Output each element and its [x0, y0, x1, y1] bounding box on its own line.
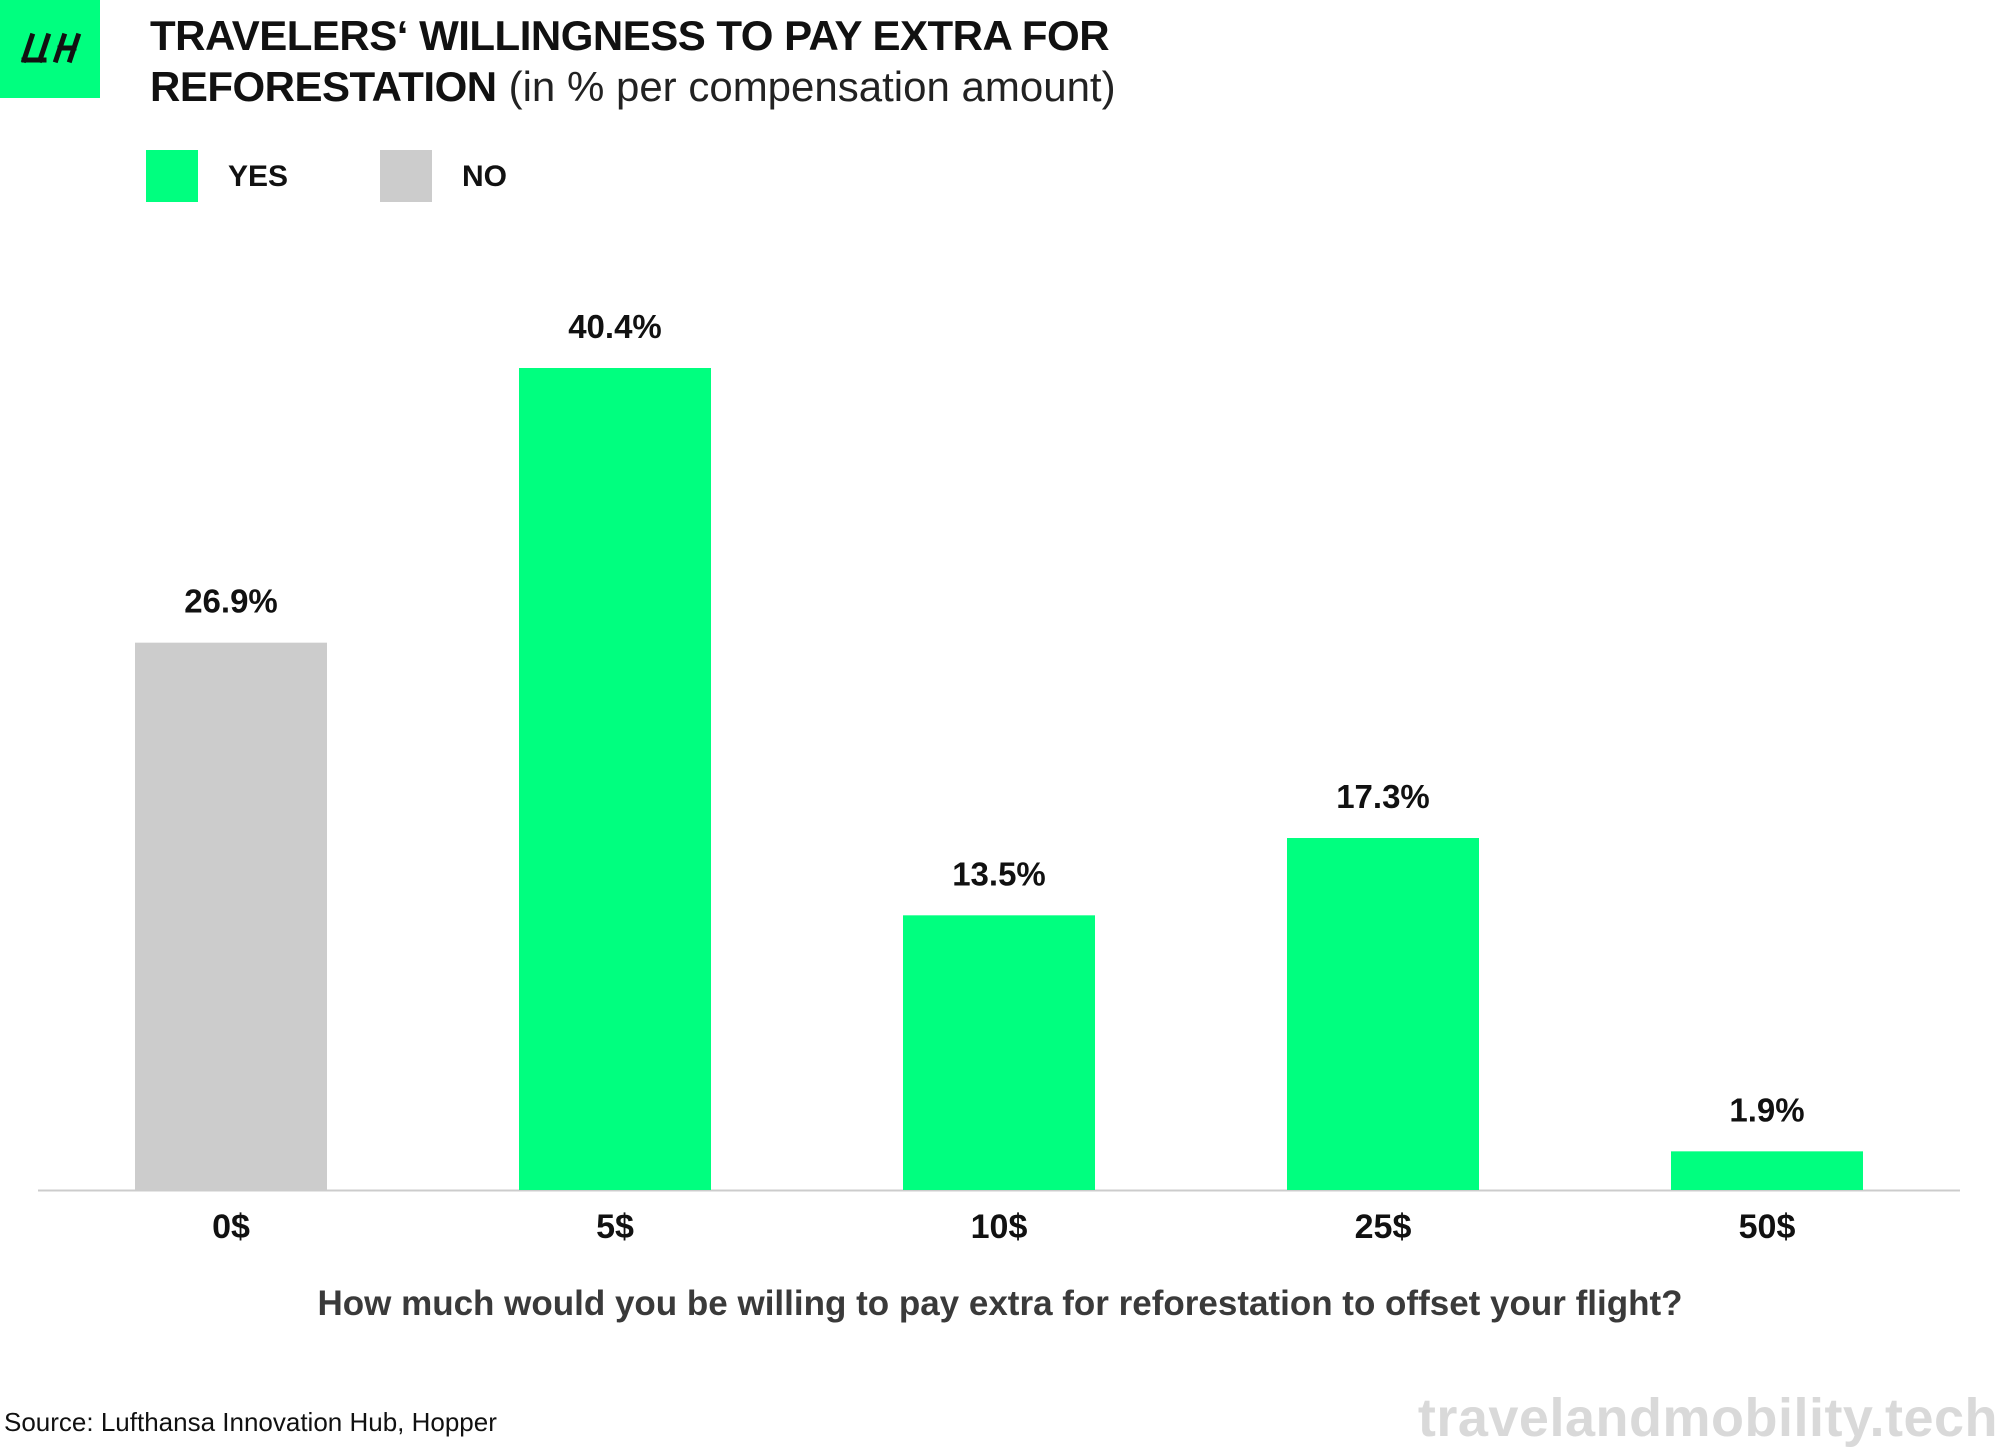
lh-logo-icon: [20, 32, 82, 64]
x-tick-label-5-dollar: 5$: [596, 1208, 634, 1246]
bar-10-dollar: [903, 915, 1095, 1190]
chart-title-line-2: REFORESTATION (in % per compensation amou…: [150, 61, 1550, 112]
x-tick-label-50-dollar: 50$: [1739, 1208, 1796, 1246]
legend-label-no: NO: [462, 160, 507, 193]
bar-5-dollar: [519, 368, 711, 1190]
bar-25-dollar: [1287, 838, 1479, 1190]
chart-title: TRAVELERS‘ WILLINGNESS TO PAY EXTRA FOR …: [150, 10, 1550, 112]
watermark: travelandmobility.tech: [1417, 1388, 1998, 1448]
x-tick-label-10-dollar: 10$: [971, 1208, 1028, 1246]
bar-chart: 26.9% 0$ 40.4% 5$ 13.5% 10$ 17.3% 25$ 1.9% 50$: [38, 308, 1960, 1246]
chart-subtitle: (in % per compensation amount): [508, 63, 1116, 110]
data-label-10-dollar: 13.5%: [952, 855, 1046, 892]
legend-label-yes: YES: [228, 160, 289, 193]
x-tick-label-25-dollar: 25$: [1355, 1208, 1412, 1246]
bar-50-dollar: [1671, 1151, 1863, 1190]
data-label-50-dollar: 1.9%: [1729, 1091, 1804, 1128]
chart-title-line-1: TRAVELERS‘ WILLINGNESS TO PAY EXTRA FOR: [150, 12, 1110, 59]
legend-swatch-yes: [146, 150, 198, 202]
data-label-25-dollar: 17.3%: [1336, 778, 1430, 815]
chart-title-line-2-text: REFORESTATION: [150, 63, 497, 110]
bar-0-dollar: [135, 642, 327, 1190]
data-label-0-dollar: 26.9%: [184, 583, 278, 620]
source-note: Source: Lufthansa Innovation Hub, Hopper: [4, 1407, 497, 1437]
data-label-5-dollar: 40.4%: [568, 308, 662, 345]
x-axis-label: How much would you be willing to pay ext…: [317, 1284, 1683, 1323]
legend-swatch-no: [380, 150, 432, 202]
brand-logo: [0, 0, 100, 98]
x-tick-label-0-dollar: 0$: [212, 1208, 250, 1246]
